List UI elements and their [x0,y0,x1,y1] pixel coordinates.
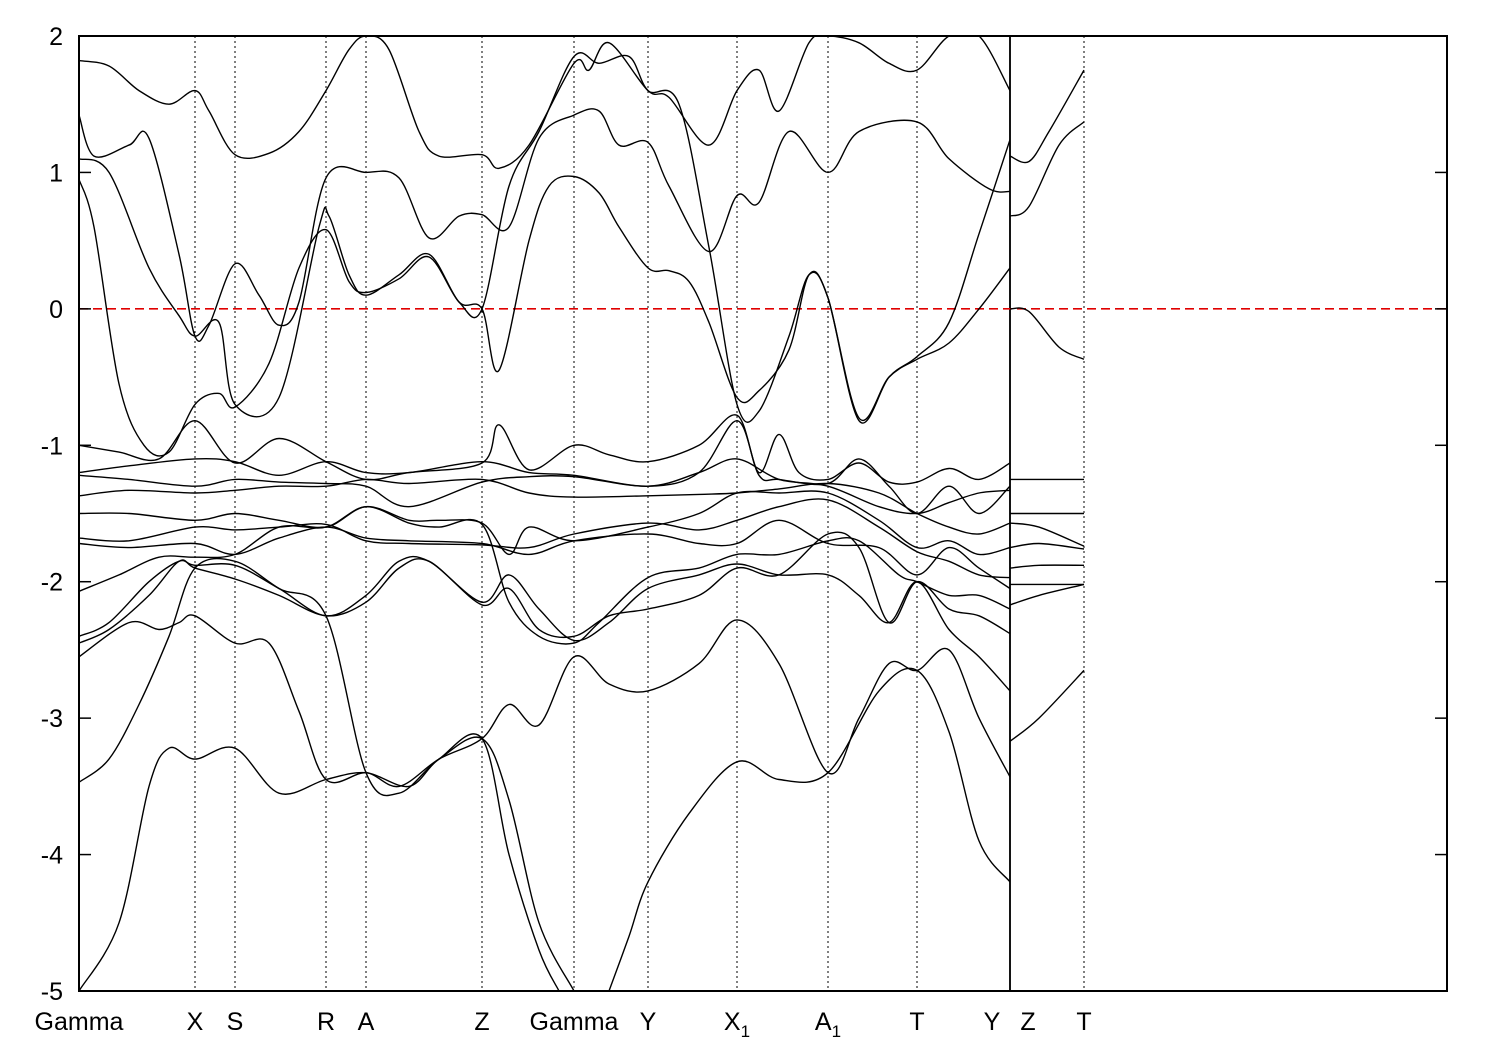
y-tick-label: -3 [41,705,63,733]
band-line [79,490,1011,556]
x-tick-subscript: 1 [741,1022,750,1041]
y-tick-label: -4 [41,842,63,870]
band-line [79,108,1011,342]
band-line [79,531,1011,644]
x-tick-label: T [909,1008,924,1036]
y-tick-label: 1 [49,159,63,187]
plot-frame [78,35,1448,992]
x-tick-label: Z [1020,1008,1035,1036]
band-line [79,614,1011,788]
x-tick-label: Y [984,1008,1001,1036]
band-line [79,36,1011,170]
y-axis-ticks: 2 1 0 -1 -2 -3 -4 -5 [41,23,1447,1006]
x-tick-label: A1 [815,1008,841,1041]
y-tick-label: -2 [41,569,63,597]
x-tick-subscript: 1 [832,1022,841,1041]
x-tick-label: X1 [724,1008,750,1041]
band-line [79,519,1011,590]
x-axis-ticks: Gamma X S R A Z Gamma Y X1 A1 T Y Z T [35,1008,1092,1041]
band-line [79,505,1011,645]
band-line [79,52,1011,457]
band-line [79,498,1011,579]
band-line [1009,564,1085,569]
band-line [1009,542,1085,550]
x-tick-label: A [358,1008,375,1036]
band-line [79,555,1011,692]
band-line [608,667,1011,991]
band-line [1009,522,1085,547]
y-tick-label: 0 [49,296,63,324]
x-tick-label: T [1076,1008,1091,1036]
y-tick-label: -1 [41,432,63,460]
band-line [79,458,1011,515]
y-tick-label: 2 [49,23,63,51]
plot-frame-group [78,35,1448,992]
band-line [1009,583,1085,606]
band-line [1009,121,1085,217]
symmetry-gridlines [194,36,1085,991]
x-tick-label: X [187,1008,204,1036]
band-line [79,419,1011,515]
band-line [79,478,1011,535]
band-line [79,557,575,991]
x-tick-label: R [317,1008,335,1036]
band-line [1009,307,1085,360]
bands-group [79,36,1085,991]
x-tick-label: Y [640,1008,657,1036]
y-tick-label: -5 [41,978,63,1006]
x-tick-label: Z [474,1008,489,1036]
band-line [1009,669,1085,742]
x-tick-label: S [227,1008,244,1036]
x-tick-label: Gamma [35,1008,124,1036]
x-tick-label: Gamma [530,1008,619,1036]
band-line [79,733,560,991]
band-line [79,158,1011,422]
band-line [1009,69,1085,164]
